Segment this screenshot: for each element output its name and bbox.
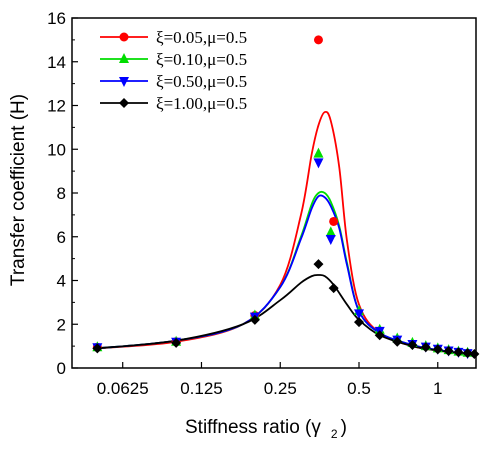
series-4-point: [249, 314, 260, 325]
y-tick-label: 8: [57, 184, 66, 203]
legend-label-2: ξ=0.10,μ=0.5: [156, 50, 247, 69]
series-4-point: [354, 317, 365, 328]
x-axis-title-main: Stiffness ratio (γ: [185, 417, 321, 438]
x-tick-label: 1: [433, 379, 442, 398]
x-tick-label: 0.125: [180, 379, 223, 398]
y-tick-label: 14: [47, 53, 66, 72]
series-2-point: [325, 226, 336, 237]
series-3-point: [354, 309, 365, 320]
series-3-point: [325, 234, 336, 245]
y-tick-label: 6: [57, 228, 66, 247]
plot-frame: [71, 17, 477, 369]
series-2-point: [313, 147, 324, 158]
axis-ticks: 0 2 4 6 8 10 12 14 16 0.0625 0.125 0.25 0.5 1: [47, 9, 442, 398]
series-points: [92, 35, 480, 360]
series-1-point: [313, 35, 323, 45]
series-4-point: [171, 337, 182, 348]
legend-label-3: ξ=0.50,μ=0.5: [156, 72, 247, 91]
y-tick-label: 10: [47, 140, 66, 159]
series-4-point: [469, 349, 480, 359]
series-4-point: [432, 344, 443, 355]
x-tick-label: 0.0625: [97, 379, 149, 398]
series-4-point: [374, 330, 385, 341]
legend-label-1: ξ=0.05,μ=0.5: [156, 28, 247, 47]
legend: ξ=0.05,μ=0.5 ξ=0.10,μ=0.5 ξ=0.50,μ=0.5 ξ=1.…: [100, 28, 247, 113]
series-4-point: [453, 347, 464, 358]
series-4-point: [407, 340, 418, 351]
x-tick-label: 0.25: [264, 379, 297, 398]
series-4-point: [313, 259, 324, 270]
x-axis-title-close: ): [341, 417, 347, 438]
legend-label-4: ξ=1.00,μ=0.5: [156, 94, 247, 113]
series-4-point: [328, 283, 339, 294]
series-curves: [97, 110, 472, 356]
series-1-curve: [97, 110, 472, 356]
y-tick-label: 0: [57, 359, 66, 378]
series-4-point: [462, 348, 473, 359]
y-tick-label: 2: [57, 315, 66, 334]
series-1-point: [329, 216, 339, 226]
x-axis-title-subscript: 2: [331, 427, 338, 441]
y-tick-label: 4: [57, 272, 66, 291]
x-tick-label: 0.5: [347, 379, 371, 398]
series-4-point: [392, 336, 403, 347]
legend-marker-2: [119, 53, 129, 63]
y-tick-label: 12: [47, 97, 66, 116]
y-axis-title: Transfer coefficient (H): [8, 94, 29, 286]
series-4-point: [420, 342, 431, 353]
y-tick-label: 16: [47, 9, 66, 28]
legend-marker-3: [119, 77, 129, 87]
legend-marker-1: [119, 32, 129, 42]
series-3-point: [313, 158, 324, 169]
series-4-point: [443, 345, 454, 356]
x-axis-title: Stiffness ratio (γ 2): [185, 417, 347, 441]
series-4-point: [92, 343, 103, 354]
legend-marker-4: [119, 98, 129, 108]
